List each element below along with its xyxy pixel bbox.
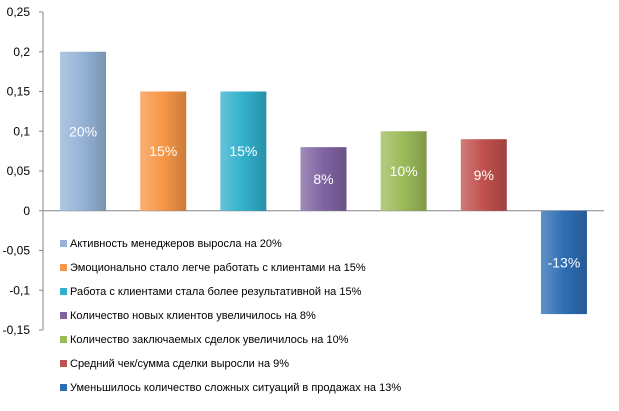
y-tick-label: 0,05: [7, 164, 31, 178]
data-label-1: 20%: [69, 123, 97, 139]
bar-7: [540, 210, 587, 315]
legend-entry: Количество заключаемых сделок увеличилос…: [70, 334, 349, 346]
data-labels-layer: 20% 15% 15% 8% 10% 9% -13%: [69, 123, 580, 270]
legend-entry: Активность менеджеров выросла на 20%: [70, 238, 282, 250]
legend-entry: Количество новых клиентов увеличилось на…: [70, 310, 316, 322]
legend-entry: Работа с клиентами стала более результат…: [70, 286, 362, 298]
legend-swatch: [60, 264, 67, 271]
data-label-7: -13%: [548, 254, 581, 270]
legend-swatch: [60, 336, 67, 343]
bar-3: [220, 91, 267, 211]
legend-entry: Уменьшилось количество сложных ситуаций …: [70, 382, 401, 394]
y-tick-label: -0,05: [3, 244, 31, 258]
bar-5: [380, 131, 427, 211]
y-tick-label: 0,2: [13, 45, 30, 59]
data-label-4: 8%: [313, 171, 333, 187]
legend-swatch: [60, 240, 67, 247]
y-tick-label: 0: [23, 204, 30, 218]
legend-entry: Средний чек/сумма сделки выросли на 9%: [70, 358, 289, 370]
y-tick-label: 0,25: [7, 5, 31, 19]
legend: Активность менеджеров выросла на 20% Эмоц…: [60, 238, 401, 394]
legend-entry: Эмоционально стало легче работать с клие…: [70, 262, 366, 274]
bar-6: [460, 139, 507, 211]
legend-swatch: [60, 288, 67, 295]
y-tick-label: -0,15: [3, 323, 31, 337]
legend-swatch: [60, 384, 67, 391]
y-tick-label: -0,1: [9, 283, 30, 297]
data-label-3: 15%: [229, 143, 257, 159]
bar-1: [60, 51, 107, 211]
legend-swatch: [60, 312, 67, 319]
y-tick-label: 0,1: [13, 124, 30, 138]
data-label-2: 15%: [149, 143, 177, 159]
bars-layer: [60, 51, 587, 315]
bar-2: [140, 91, 187, 211]
bar-4: [300, 147, 347, 211]
legend-swatch: [60, 360, 67, 367]
data-label-6: 9%: [474, 167, 494, 183]
y-tick-label: 0,15: [7, 85, 31, 99]
data-label-5: 10%: [390, 163, 418, 179]
